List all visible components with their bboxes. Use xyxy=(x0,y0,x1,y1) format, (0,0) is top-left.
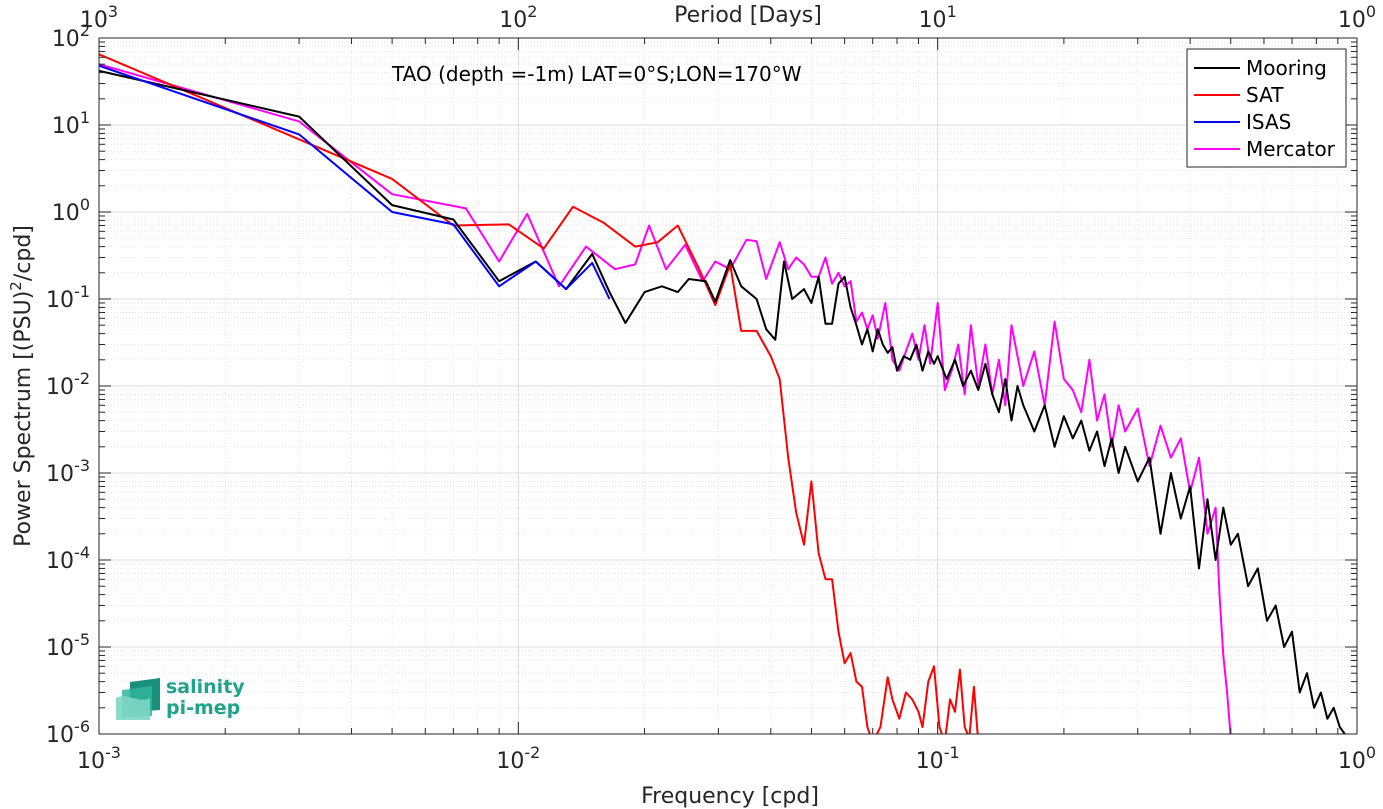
logo-mark-icon xyxy=(116,678,160,720)
y-tick-label: 101 xyxy=(52,108,90,139)
y-tick-label: 10-6 xyxy=(46,717,90,748)
legend: Mooring SAT ISAS Mercator xyxy=(1186,48,1347,168)
legend-label-sat: SAT xyxy=(1246,83,1284,107)
top-tick-label: 100 xyxy=(1338,2,1376,33)
series-line-mooring xyxy=(99,69,1347,734)
salinity-pi-mep-logo: salinity pi-mep xyxy=(116,676,245,720)
y-tick-label: 10-1 xyxy=(46,282,90,313)
y-tick-label: 10-4 xyxy=(46,543,90,574)
legend-label-mercator: Mercator xyxy=(1246,137,1336,161)
ticks xyxy=(98,37,1358,735)
tick-labels: 10-3 10-2 10-1 100 10-6 10-5 10-4 10-3 10-2 10-1 1… xyxy=(46,2,1376,774)
series-line-isas xyxy=(99,64,611,300)
top-tick-label: 101 xyxy=(919,2,957,33)
logo-text-salinity: salinity xyxy=(166,676,245,698)
y-tick-label: 10-5 xyxy=(46,630,90,661)
x-tick-label: 10-2 xyxy=(496,743,540,774)
series-line-mercator xyxy=(99,63,1232,734)
x-tick-label: 10-1 xyxy=(916,743,960,774)
x-tick-label: 100 xyxy=(1338,743,1376,774)
legend-label-isas: ISAS xyxy=(1246,110,1291,134)
y-tick-label: 100 xyxy=(52,195,90,226)
logo-text-pi-mep: pi-mep xyxy=(166,697,240,719)
series-group xyxy=(99,53,1347,734)
y-axis-title: Power Spectrum [(PSU)2/cpd] xyxy=(7,225,36,547)
x-tick-label: 10-3 xyxy=(77,743,121,774)
series-line-sat xyxy=(99,53,979,734)
legend-label-mooring: Mooring xyxy=(1246,56,1327,80)
top-axis-title: Period [Days] xyxy=(674,3,822,28)
top-tick-label: 103 xyxy=(80,2,118,33)
grid xyxy=(99,38,1357,734)
y-tick-label: 102 xyxy=(52,21,90,52)
top-tick-label: 102 xyxy=(499,2,537,33)
y-tick-label: 10-2 xyxy=(46,369,90,400)
chart-title: TAO (depth =-1m) LAT=0°S;LON=170°W xyxy=(391,62,802,86)
series-layer xyxy=(99,53,1347,734)
x-axis-title: Frequency [cpd] xyxy=(641,784,819,809)
y-tick-label: 10-3 xyxy=(46,456,90,487)
